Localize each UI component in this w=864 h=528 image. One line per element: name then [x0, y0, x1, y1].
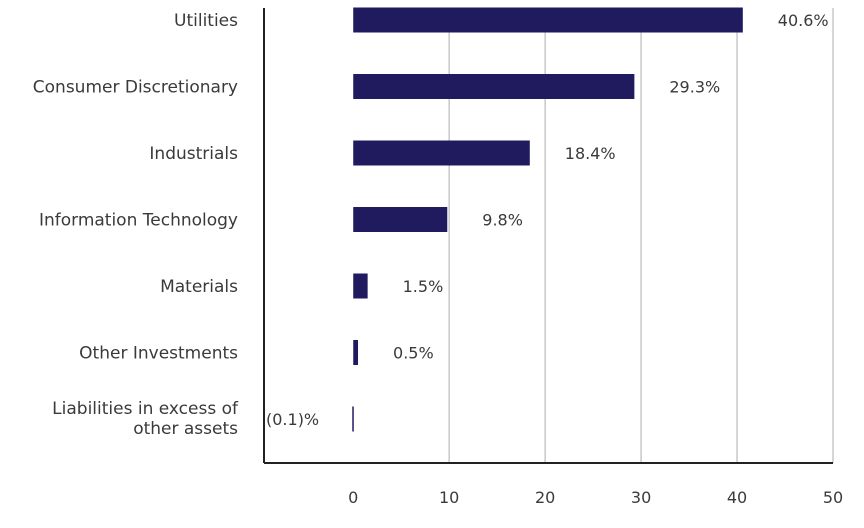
category-label: Information Technology	[39, 211, 238, 231]
category-labels: Utilities Consumer Discretionary Industria…	[33, 11, 239, 439]
value-label: 0.5%	[393, 344, 434, 363]
x-tick-label: 40	[727, 488, 747, 507]
x-tick-label: 0	[348, 488, 358, 507]
value-label: 18.4%	[565, 144, 616, 163]
bars	[352, 7, 743, 432]
x-tick-labels: 0 10 20 30 40 50	[348, 488, 843, 507]
bar	[353, 74, 635, 99]
bar	[353, 273, 368, 299]
bar	[353, 207, 448, 232]
value-label: 29.3%	[669, 78, 720, 97]
bar	[353, 7, 743, 33]
value-label: 9.8%	[482, 211, 523, 230]
bar	[353, 140, 530, 166]
category-label: Utilities	[174, 11, 238, 31]
value-label: 1.5%	[403, 277, 444, 296]
category-label: Other Investments	[79, 344, 238, 364]
x-tick-label: 50	[823, 488, 843, 507]
category-label: Materials	[160, 277, 238, 297]
value-label: 40.6%	[778, 11, 829, 30]
value-label: (0.1)%	[266, 410, 319, 429]
value-labels: 40.6% 29.3% 18.4% 9.8% 1.5% 0.5% (0.1)%	[266, 11, 829, 429]
bar	[353, 340, 359, 365]
x-tick-label: 20	[535, 488, 555, 507]
x-tick-label: 10	[439, 488, 459, 507]
x-tick-label: 30	[631, 488, 651, 507]
axes	[263, 8, 833, 464]
category-label: Industrials	[149, 144, 238, 164]
bar	[352, 406, 354, 432]
category-label: Consumer Discretionary	[33, 78, 238, 98]
category-label: Liabilities in excess of other assets	[52, 399, 239, 439]
